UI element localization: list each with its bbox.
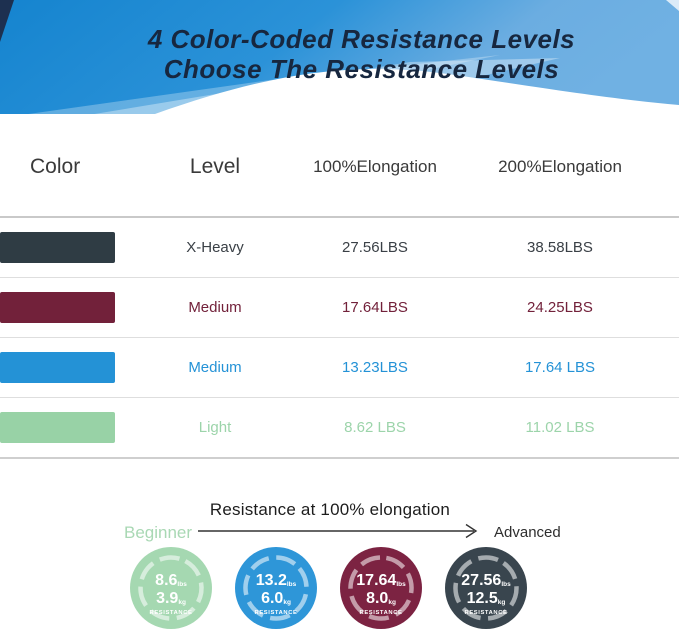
resistance-badges: 8.6lbs 3.9kg RESISTANCE 13.2lbs 6.0kg RE… (129, 546, 528, 630)
row-divider (0, 337, 679, 338)
table-header-row: Color Level 100%Elongation 200%Elongatio… (0, 118, 679, 216)
badge-lbs-value: 27.56lbs (461, 572, 511, 589)
table-row-x-heavy: X-Heavy 27.56LBS 38.58LBS (0, 218, 679, 277)
beginner-advanced-scale: Beginner Advanced (0, 521, 679, 543)
elongation-200-cell: 11.02 LBS (525, 419, 595, 436)
badge-resistance-label: RESISTANCE (465, 610, 508, 616)
badge-dashed-ring (453, 555, 519, 621)
right-arrow-icon (198, 523, 478, 539)
badge-resistance-label: RESISTANCE (360, 610, 403, 616)
page-title-line2: Choose The Resistance Levels (163, 54, 560, 84)
page-title: 4 Color-Coded Resistance Levels Choose T… (22, 24, 679, 84)
column-header-level: Level (189, 155, 241, 178)
badge-lbs-value: 13.2lbs (256, 572, 297, 589)
level-cell: Medium (188, 299, 242, 316)
resistance-badge-x-heavy: 27.56lbs 12.5kg RESISTANCE (445, 547, 527, 629)
elongation-100-cell: 8.62 LBS (344, 419, 406, 436)
advanced-label: Advanced (494, 524, 561, 541)
table-bottom-divider (0, 457, 679, 459)
header-background-art (0, 0, 679, 118)
page-title-line1: 4 Color-Coded Resistance Levels (147, 24, 576, 54)
white-corner-shape (666, 0, 679, 11)
badge-resistance-label: RESISTANCE (150, 610, 193, 616)
header-divider (0, 216, 679, 218)
badge-lbs-value: 8.6lbs (155, 572, 187, 589)
header-banner: 4 Color-Coded Resistance Levels Choose T… (0, 0, 679, 118)
column-header-color: Color (30, 155, 81, 178)
level-cell: Medium (188, 359, 242, 376)
column-header-100-elongation: 100%Elongation (313, 157, 437, 176)
badge-resistance-label: RESISTANCE (255, 610, 298, 616)
column-header-200-elongation: 200%Elongation (498, 157, 622, 176)
elongation-200-cell: 17.64 LBS (524, 359, 596, 376)
elongation-100-cell: 17.64LBS (342, 299, 408, 316)
color-swatch-x-heavy (0, 232, 115, 263)
navy-corner-shape (0, 0, 14, 42)
elongation-200-cell: 24.25LBS (527, 299, 593, 316)
resistance-badge-heavy: 17.64lbs 8.0kg RESISTANCE (340, 547, 422, 629)
badge-kg-value: 6.0kg (261, 590, 291, 607)
elongation-200-cell: 38.58LBS (527, 239, 593, 256)
resistance-table: Color Level 100%Elongation 200%Elongatio… (0, 118, 679, 459)
beginner-label: Beginner (124, 523, 193, 542)
badge-kg-value: 8.0kg (366, 590, 396, 607)
badge-kg-value: 12.5kg (467, 590, 506, 607)
level-cell: Light (198, 419, 232, 436)
color-swatch-light (0, 412, 115, 443)
table-row-light: Light 8.62 LBS 11.02 LBS (0, 398, 679, 457)
resistance-scale-caption: Resistance at 100% elongation (209, 500, 451, 519)
resistance-badge-medium: 13.2lbs 6.0kg RESISTANCE (235, 547, 317, 629)
row-divider (0, 397, 679, 398)
badge-kg-value: 3.9kg (156, 590, 186, 607)
badge-lbs-value: 17.64lbs (356, 572, 406, 589)
elongation-100-cell: 13.23LBS (342, 359, 408, 376)
table-row-medium: Medium 13.23LBS 17.64 LBS (0, 338, 679, 397)
resistance-badge-light: 8.6lbs 3.9kg RESISTANCE (130, 547, 212, 629)
table-row-heavy: Medium 17.64LBS 24.25LBS (0, 278, 679, 337)
color-swatch-heavy (0, 292, 115, 323)
color-swatch-medium (0, 352, 115, 383)
row-divider (0, 277, 679, 278)
elongation-100-cell: 27.56LBS (342, 239, 408, 256)
white-wedge-shape (0, 68, 679, 118)
level-cell: X-Heavy (186, 239, 244, 256)
